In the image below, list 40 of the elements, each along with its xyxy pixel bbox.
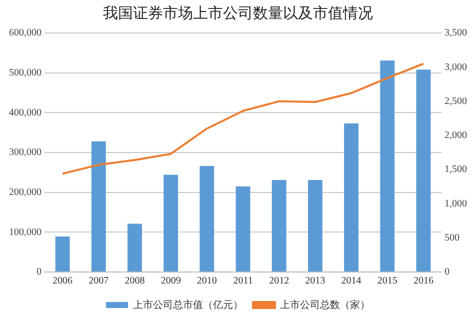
chart-title: 我国证券市场上市公司数量以及市值情况 (102, 3, 374, 24)
bar (164, 174, 178, 272)
bar (416, 70, 431, 272)
y-tick-label: 200,000 (9, 186, 42, 198)
x-tick-label: 2009 (160, 276, 181, 287)
x-tick-label: 2007 (88, 276, 109, 287)
y2-tick-label: 500 (444, 232, 460, 244)
x-tick-label: 2013 (305, 276, 326, 287)
y2-tick-label: 3,500 (444, 28, 467, 39)
y2-tick-label: 0 (444, 266, 450, 278)
x-tick-label: 2011 (233, 276, 253, 287)
legend-label: 上市公司总数（家） (280, 298, 370, 311)
bar (236, 186, 250, 272)
y2-tick-label: 2,500 (444, 96, 467, 107)
y-tick-label: 300,000 (9, 147, 42, 158)
bar (91, 141, 106, 272)
x-tick-label: 2016 (413, 276, 434, 287)
bar (200, 166, 214, 272)
x-tick-label: 2014 (341, 276, 362, 287)
y-tick-label: 400,000 (9, 107, 42, 118)
bar (380, 60, 395, 272)
y-tick-label: 600,000 (9, 28, 42, 39)
y2-tick-label: 2,000 (444, 130, 467, 142)
x-tick-label: 2012 (269, 276, 290, 287)
y2-tick-label: 1,500 (444, 164, 467, 176)
x-tick-label: 2006 (52, 276, 73, 287)
y-tick-label: 0 (36, 266, 42, 278)
bar (308, 180, 322, 272)
bar (344, 123, 358, 272)
x-tick-label: 2008 (124, 276, 145, 287)
x-tick-label: 2010 (196, 276, 217, 287)
y2-tick-label: 3,000 (444, 62, 467, 73)
bar (272, 180, 286, 272)
y-tick-label: 100,000 (9, 226, 42, 238)
y-tick-label: 500,000 (9, 67, 42, 78)
bar (128, 224, 142, 272)
x-tick-label: 2015 (377, 276, 398, 287)
y2-tick-label: 1,000 (444, 198, 467, 210)
legend-label: 上市公司总市值（亿元） (133, 298, 243, 311)
bar (55, 236, 70, 272)
